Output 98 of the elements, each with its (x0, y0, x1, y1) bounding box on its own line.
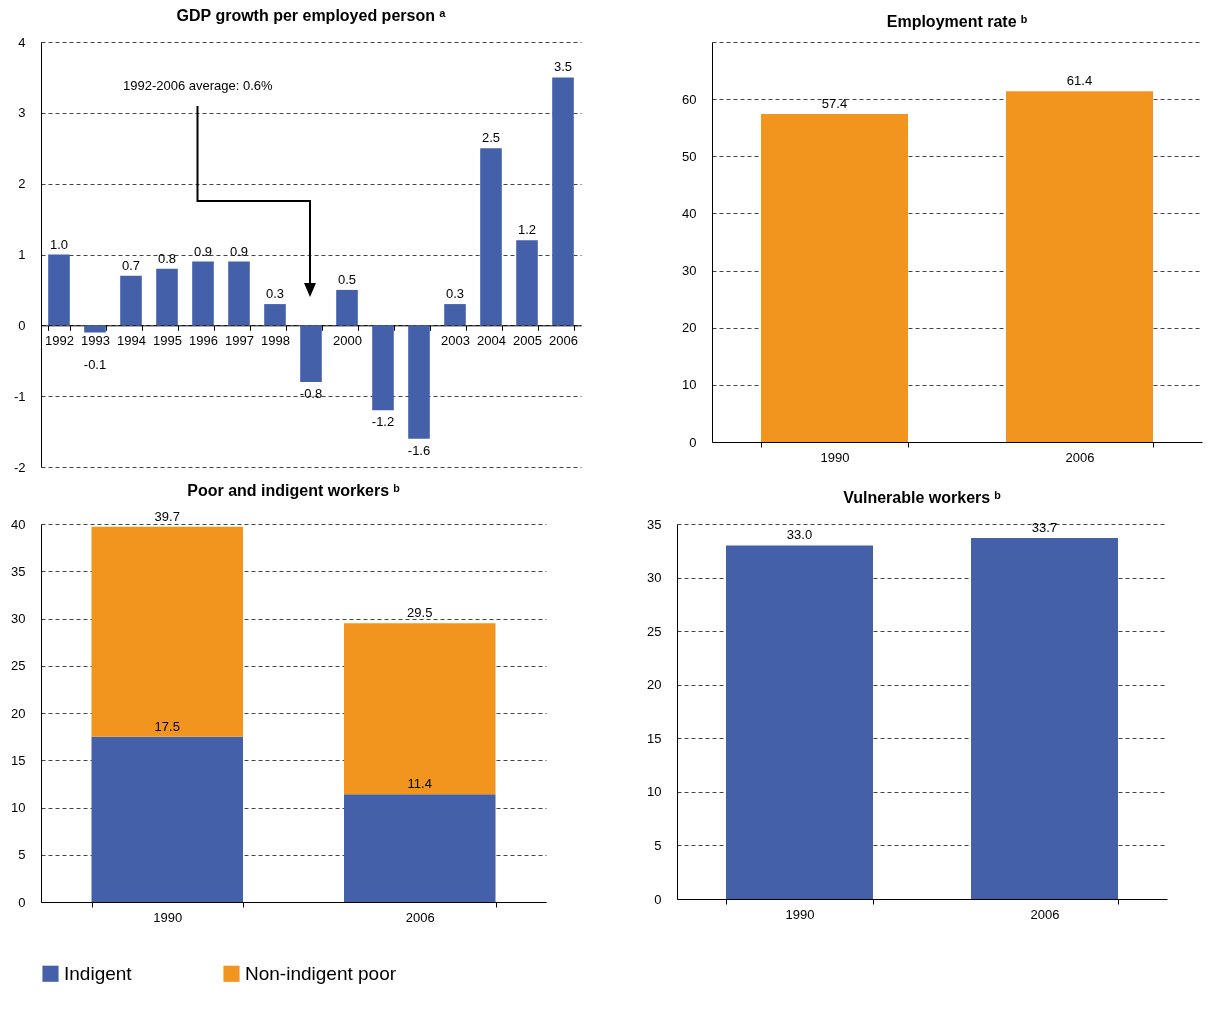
data-label: 0.9 (229, 243, 249, 259)
y-tick-label: 3 (18, 105, 26, 121)
bar (336, 289, 358, 326)
y-tick-label: 40 (11, 516, 26, 532)
data-label: 1.0 (49, 236, 69, 252)
data-label: 2.5 (481, 130, 501, 146)
y-tick-label: 35 (647, 516, 662, 532)
total-label: 39.7 (154, 508, 180, 524)
bar (120, 275, 142, 326)
bar (408, 325, 430, 439)
data-label: 33.0 (786, 527, 813, 543)
y-tick-label: 35 (11, 563, 26, 579)
y-tick-label: -2 (13, 459, 26, 475)
bar (552, 77, 574, 326)
x-tick-label: 1990 (153, 909, 183, 925)
total-label: 29.5 (407, 605, 433, 621)
data-label: -0.1 (83, 357, 107, 373)
data-label: -1.6 (407, 442, 431, 458)
y-tick-label: 0 (689, 434, 697, 450)
y-tick-label: 0 (18, 894, 26, 910)
y-tick-label: 0 (654, 891, 662, 907)
y-tick-label: 5 (18, 847, 26, 863)
data-label: 0.5 (337, 271, 357, 287)
x-tick-label: 2000 (333, 332, 362, 348)
data-label: 11.4 (407, 776, 432, 792)
y-tick-label: 0 (18, 317, 26, 333)
data-label: 61.4 (1066, 73, 1093, 89)
x-tick-label: 1994 (117, 332, 146, 348)
x-tick-label: 1995 (153, 332, 182, 348)
y-tick-label: 60 (682, 91, 697, 107)
y-tick-label: 10 (682, 377, 697, 393)
bar (444, 304, 466, 326)
data-label: 1.2 (517, 222, 537, 238)
y-tick-label: 2 (18, 176, 26, 192)
bar (264, 304, 286, 326)
y-tick-label: 30 (647, 570, 662, 586)
x-tick-label: 1998 (261, 332, 290, 348)
bar (516, 240, 538, 326)
x-tick-label: 2006 (405, 909, 435, 925)
x-tick-label: 1990 (785, 906, 815, 922)
chart-title: Vulnerable workers ᵇ (843, 489, 1001, 506)
bar (48, 254, 70, 326)
y-tick-label: 1 (18, 247, 26, 262)
x-tick-label: 1997 (225, 332, 254, 348)
annotation: 1992-2006 average: 0.6% (123, 78, 274, 93)
legend-label: Indigent (64, 962, 133, 984)
y-tick-label: 20 (647, 677, 662, 693)
y-tick-label: 10 (647, 784, 662, 800)
bar (300, 325, 322, 382)
x-tick-label: 1996 (189, 332, 218, 348)
bar (480, 148, 502, 326)
y-tick-label: 30 (682, 263, 697, 279)
y-tick-label: 20 (11, 705, 26, 721)
data-label: 0.3 (265, 286, 285, 302)
data-label: -0.8 (299, 386, 323, 401)
bar (156, 268, 178, 326)
x-tick-label: 2004 (477, 332, 506, 348)
data-label: 3.5 (553, 59, 573, 75)
y-tick-label: 5 (654, 837, 662, 853)
chart-title: Poor and indigent workers ᵇ (187, 481, 400, 499)
x-tick-label: 1993 (81, 332, 110, 348)
x-tick-label: 1992 (45, 332, 74, 348)
bar (372, 325, 394, 411)
bar (228, 261, 250, 326)
data-label: 0.8 (157, 250, 177, 266)
y-tick-label: 4 (18, 34, 26, 50)
bar (192, 261, 214, 326)
x-tick-label: 2005 (513, 332, 542, 348)
bar (84, 325, 106, 333)
y-tick-label: 20 (682, 320, 697, 336)
data-label: 0.7 (121, 257, 141, 273)
legend-label: Non-indigent poor (245, 962, 397, 984)
x-tick-label: 1990 (820, 449, 850, 465)
y-tick-label: 10 (11, 800, 26, 815)
x-tick-label: 2006 (1030, 906, 1060, 922)
x-tick-label: 2003 (441, 332, 470, 348)
chart-title: GDP growth per employed person ᵃ (176, 7, 446, 24)
data-label: -1.2 (371, 414, 395, 430)
y-tick-label: 30 (11, 611, 26, 626)
y-tick-label: 25 (647, 623, 662, 639)
data-label: 33.7 (1031, 519, 1058, 535)
y-tick-label: 25 (11, 658, 26, 674)
bar (344, 794, 496, 902)
data-label: 57.4 (821, 96, 848, 111)
y-tick-label: 50 (682, 148, 697, 164)
bar (91, 526, 243, 737)
data-label: 0.3 (445, 286, 465, 302)
y-tick-label: 15 (647, 730, 662, 746)
chart-title: Employment rate ᵇ (886, 13, 1028, 30)
x-tick-label: 2006 (549, 332, 578, 348)
bar (344, 623, 496, 795)
data-label: 17.5 (154, 718, 180, 734)
y-tick-label: 40 (682, 205, 697, 221)
y-tick-label: 15 (11, 752, 26, 768)
y-tick-label: -1 (13, 388, 26, 404)
bar (91, 736, 243, 902)
data-label: 0.9 (193, 243, 213, 259)
x-tick-label: 2006 (1065, 449, 1095, 465)
